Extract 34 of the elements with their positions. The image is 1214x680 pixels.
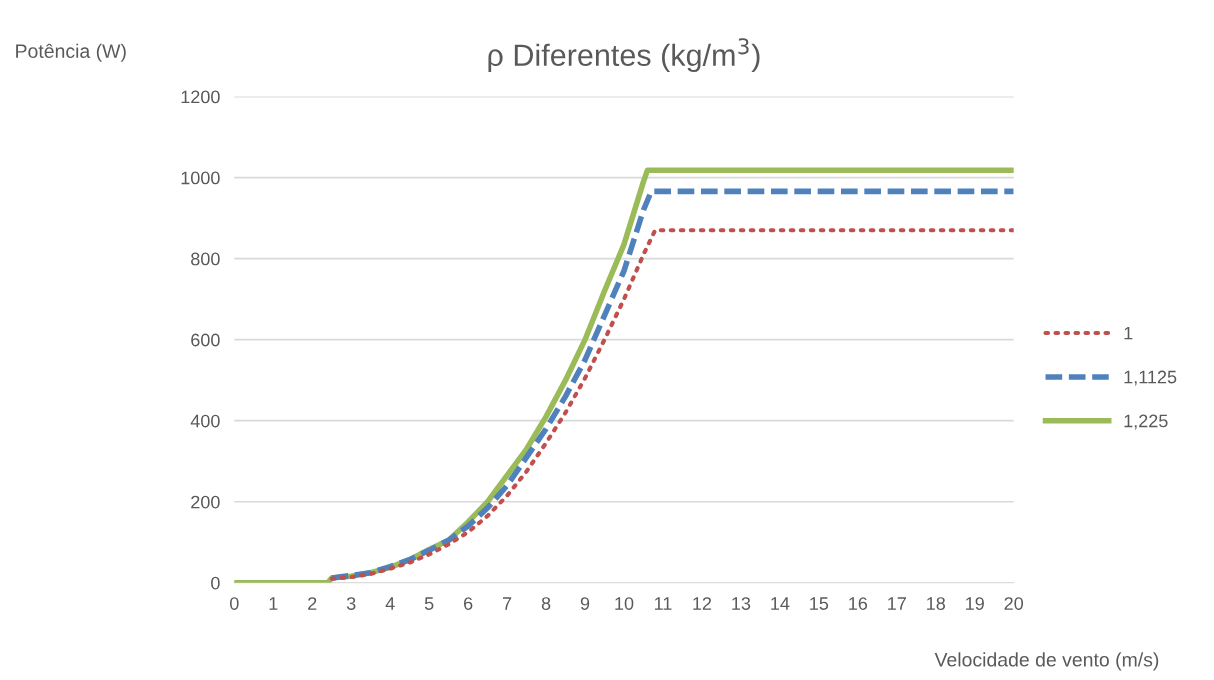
x-tick-label: 5 [424,597,434,610]
x-tick-label: 13 [732,597,751,610]
legend-label: 1 [1124,326,1133,340]
y-tick-label: 400 [190,414,220,428]
x-tick-label: 20 [1004,597,1024,610]
chart-title: ρ Diferentes (kg/m$^{3}$) [488,38,760,73]
y-tick-label: 800 [191,252,220,266]
y-axis-title: Potência (W) [16,43,126,62]
x-tick-label: 16 [849,597,868,610]
x-tick-label: 0 [229,597,239,610]
x-tick-label: 11 [654,597,672,610]
x-tick-label: 6 [464,597,473,610]
x-axis-title: Velocidade de vento (m/s) [934,652,1159,671]
y-tick-label: 1200 [181,90,220,104]
x-tick-label: 10 [615,597,634,610]
x-tick-label: 15 [810,597,829,610]
x-tick-label: 9 [580,597,590,610]
legend-label: 1,1125 [1124,370,1177,386]
x-tick-label: 2 [308,597,317,610]
x-tick-label: 14 [771,597,790,610]
legend-label: 1,225 [1124,414,1168,430]
x-tick-label: 12 [693,597,712,610]
y-tick-label: 200 [191,495,220,509]
x-tick-label: 4 [385,597,395,610]
x-tick-label: 3 [346,597,356,610]
x-tick-label: 17 [888,597,906,610]
x-tick-label: 18 [927,597,946,610]
x-tick-label: 19 [966,597,984,610]
y-tick-label: 0 [211,576,220,590]
x-tick-label: 8 [541,597,551,610]
y-tick-label: 1000 [181,171,220,185]
x-tick-label: 7 [502,597,512,610]
y-tick-label: 600 [191,333,220,347]
x-tick-label: 1 [269,597,278,610]
